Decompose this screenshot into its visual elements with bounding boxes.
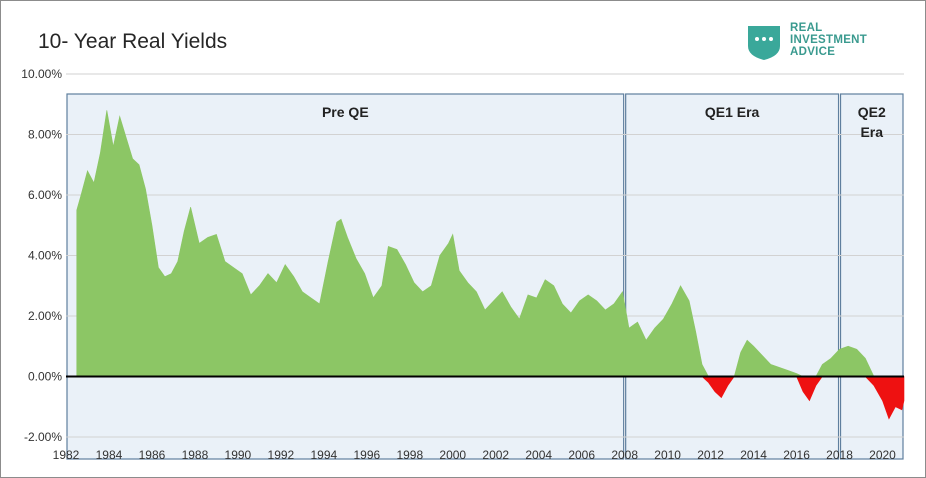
y-tick-label-1: 0.00%: [28, 370, 62, 384]
x-tick-label-5: 1992: [268, 448, 295, 462]
era-label-2-line-0: QE2: [858, 104, 886, 120]
brand-line-3: ADVICE: [790, 46, 836, 58]
x-tick-label-18: 2018: [826, 448, 853, 462]
x-tick-label-2: 1986: [139, 448, 166, 462]
brand-line-1: REAL: [790, 22, 823, 34]
x-tick-label-4: 1990: [225, 448, 252, 462]
x-tick-label-7: 1996: [353, 448, 380, 462]
era-label-1: QE1 Era: [705, 104, 760, 120]
chart-title: 10- Year Real Yields: [38, 30, 228, 53]
x-tick-label-0: 1982: [53, 448, 80, 462]
x-tick-label-19: 2020: [869, 448, 896, 462]
real-investment-advice-logo: [748, 26, 780, 60]
x-tick-label-11: 2004: [525, 448, 552, 462]
brand-wordmark: REAL INVESTMENT ADVICE: [790, 22, 867, 58]
x-tick-label-16: 2014: [740, 448, 767, 462]
y-tick-label-3: 4.00%: [28, 249, 62, 263]
x-tick-label-8: 1998: [396, 448, 423, 462]
era-box-1: [625, 93, 840, 460]
y-tick-label-5: 8.00%: [28, 128, 62, 142]
era-label-0: Pre QE: [322, 104, 369, 120]
x-tick-label-12: 2006: [568, 448, 595, 462]
x-tick-label-1: 1984: [96, 448, 123, 462]
y-tick-label-2: 2.00%: [28, 309, 62, 323]
x-tick-label-15: 2012: [697, 448, 724, 462]
era-label-2-line-1: Era: [860, 124, 883, 140]
y-tick-label-0: -2.00%: [24, 430, 62, 444]
x-tick-label-3: 1988: [182, 448, 209, 462]
x-tick-label-6: 1994: [310, 448, 337, 462]
brand-line-2: INVESTMENT: [790, 34, 868, 46]
y-tick-label-4: 6.00%: [28, 188, 62, 202]
shield-logo-icon: [748, 26, 780, 60]
x-tick-label-17: 2016: [783, 448, 810, 462]
x-tick-label-13: 2008: [611, 448, 638, 462]
y-tick-label-6: 10.00%: [21, 67, 62, 81]
series-area-positive: [76, 110, 904, 377]
x-tick-label-14: 2010: [654, 448, 681, 462]
x-tick-label-9: 2000: [439, 448, 466, 462]
x-tick-label-10: 2002: [482, 448, 509, 462]
